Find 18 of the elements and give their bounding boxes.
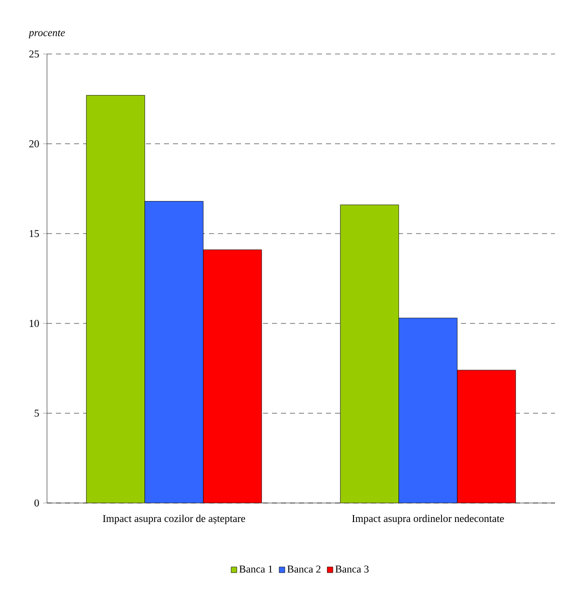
bar (340, 204, 399, 503)
bar (144, 201, 204, 503)
y-tick-label: 0 (34, 499, 39, 507)
x-tick-label: Impact asupra cozilor de așteptare (102, 514, 246, 524)
y-tick-label: 5 (34, 410, 39, 417)
y-axis-title: procente (28, 30, 65, 38)
y-tick-label: 25 (29, 50, 39, 58)
y-tick-label: 15 (30, 230, 39, 238)
legend-label: Banca 3 (335, 566, 369, 573)
bar (457, 370, 516, 503)
bar (86, 95, 145, 503)
y-tick-label: 10 (30, 320, 39, 327)
bar (398, 318, 458, 503)
x-tick-label: Impact asupra ordinelor nedecontate (352, 514, 504, 524)
legend-label: Banca 1 (239, 566, 272, 573)
legend-label: Banca 2 (287, 566, 320, 573)
bar (203, 250, 262, 503)
y-tick-label: 20 (29, 140, 39, 148)
